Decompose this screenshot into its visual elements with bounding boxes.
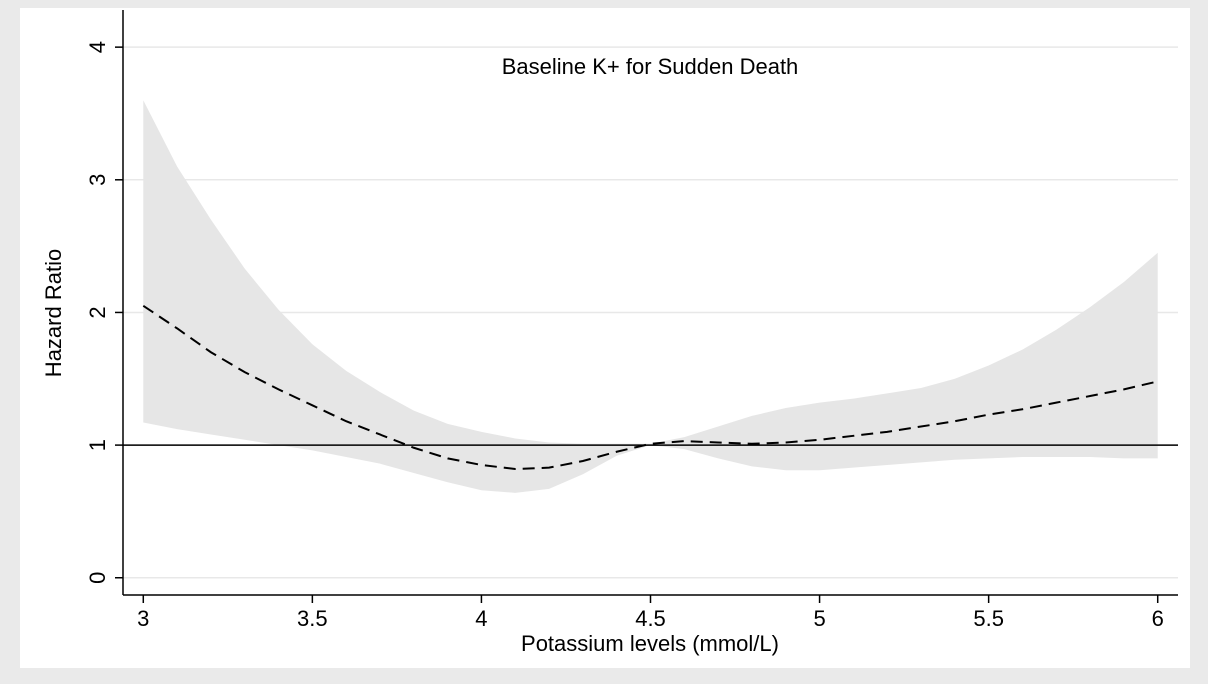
x-tick-label: 3.5 <box>297 606 328 631</box>
x-tick-label: 5.5 <box>973 606 1004 631</box>
x-tick-label: 3 <box>137 606 149 631</box>
y-tick-label: 4 <box>85 41 110 53</box>
x-axis-label: Potassium levels (mmol/L) <box>521 631 779 656</box>
confidence-band <box>143 100 1158 493</box>
chart-title: Baseline K+ for Sudden Death <box>502 54 799 79</box>
x-tick-label: 5 <box>813 606 825 631</box>
x-tick-label: 6 <box>1152 606 1164 631</box>
y-tick-label: 1 <box>85 439 110 451</box>
y-tick-label: 0 <box>85 572 110 584</box>
x-tick-label: 4 <box>475 606 487 631</box>
x-tick-label: 4.5 <box>635 606 666 631</box>
hazard-line <box>142 304 1158 470</box>
y-tick-label: 3 <box>85 174 110 186</box>
y-tick-label: 2 <box>85 306 110 318</box>
y-axis-label: Hazard Ratio <box>41 249 66 377</box>
